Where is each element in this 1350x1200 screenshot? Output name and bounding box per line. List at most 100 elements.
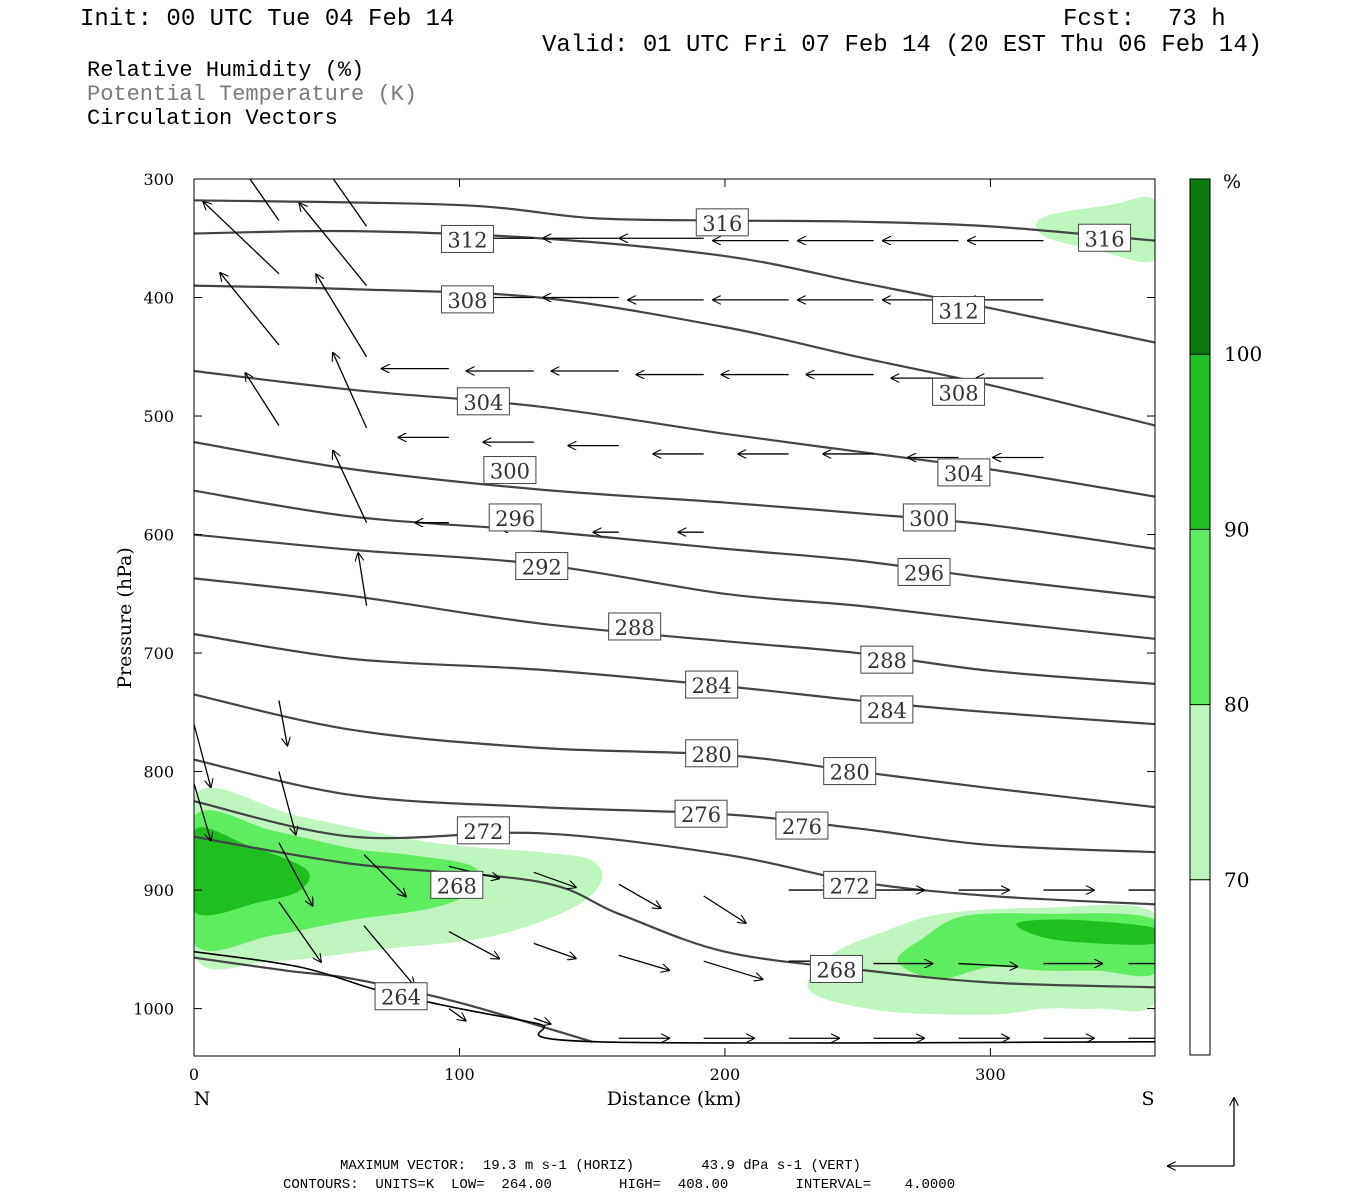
circulation-vector [249, 179, 280, 221]
theta-contour-304 [194, 369, 1155, 498]
circulation-vector [533, 871, 576, 887]
svg-text:272: 272 [830, 874, 870, 898]
contour-label-272: 272 [823, 870, 877, 899]
svg-text:276: 276 [782, 815, 822, 839]
circulation-vector [618, 954, 669, 970]
circulation-vector [358, 553, 368, 606]
circulation-vector [316, 274, 368, 358]
svg-text:300: 300 [909, 507, 949, 531]
x-end-label-south: S [1141, 1088, 1154, 1110]
colorbar-label: 100 [1224, 342, 1262, 366]
forecast-hour: 73 h [1168, 6, 1226, 33]
svg-text:296: 296 [904, 561, 944, 585]
svg-text:280: 280 [830, 761, 870, 785]
y-tick-label: 400 [143, 289, 174, 308]
contour-label-288: 288 [608, 612, 662, 641]
svg-text:312: 312 [447, 228, 487, 252]
contour-label-280: 280 [685, 739, 739, 768]
svg-text:264: 264 [381, 986, 421, 1010]
theta-contour-288 [194, 577, 1155, 685]
reference-vector-icon [1168, 1098, 1234, 1166]
y-tick-label: 800 [143, 763, 174, 782]
contour-label-layer: 316 316 312 312 308 308 304 304 300 300 296 296 292 2… [374, 208, 1132, 1011]
x-tick-label: 0 [189, 1065, 199, 1084]
svg-text:284: 284 [692, 674, 732, 698]
colorbar-unit: % [1223, 171, 1241, 193]
circulation-vector [958, 964, 1018, 967]
colorbar-label: 70 [1224, 868, 1249, 892]
plot-frame [193, 178, 1156, 1057]
contour-label-300: 300 [483, 456, 537, 485]
svg-text:268: 268 [816, 958, 856, 982]
legend-potential-temperature: Potential Temperature (K) [87, 82, 418, 107]
circulation-vector [220, 273, 280, 346]
svg-text:304: 304 [944, 462, 984, 486]
circulation-vector [618, 883, 661, 908]
circulation-vector [278, 700, 287, 745]
contour-label-284: 284 [860, 695, 914, 724]
x-axis-title: Distance (km) [607, 1088, 742, 1110]
svg-text:284: 284 [867, 699, 907, 723]
y-tick-label: 500 [143, 407, 174, 426]
circulation-vector [278, 901, 321, 962]
y-axis-title: Pressure (hPa) [114, 547, 136, 689]
svg-text:276: 276 [681, 803, 721, 827]
x-tick-label: 200 [710, 1065, 741, 1084]
contour-label-264: 264 [374, 982, 428, 1011]
legend-circulation-vectors: Circulation Vectors [87, 106, 338, 131]
y-tick-label: 900 [143, 881, 174, 900]
circulation-vector [332, 179, 368, 227]
theta-contour-312 [194, 229, 1155, 344]
circulation-vector [333, 451, 368, 523]
colorbar-segment [1190, 704, 1210, 880]
theta-contour-292 [194, 533, 1155, 640]
svg-text:292: 292 [522, 556, 562, 580]
svg-text:280: 280 [692, 743, 732, 767]
circulation-vector [245, 373, 280, 426]
svg-text:272: 272 [463, 820, 503, 844]
contour-label-268: 268 [430, 870, 484, 899]
max-vector-note: MAXIMUM VECTOR: 19.3 m s-1 (HORIZ) 43.9 … [340, 1158, 861, 1174]
terrain-boundary [194, 950, 1155, 1044]
circulation-vector [448, 930, 499, 959]
circulation-vector [363, 854, 406, 897]
contour-label-304: 304 [456, 387, 510, 416]
contour-label-316: 316 [1078, 223, 1132, 252]
svg-text:308: 308 [447, 289, 487, 313]
theta-contour-272 [194, 800, 1155, 906]
contour-label-288: 288 [860, 645, 914, 674]
colorbar-label: 90 [1224, 517, 1249, 541]
circulation-vector [703, 960, 763, 979]
theta-contour-284 [194, 633, 1155, 726]
rh-shade-90-2 [194, 827, 310, 916]
contour-label-312: 312 [932, 296, 986, 325]
x-tick-label: 300 [975, 1065, 1006, 1084]
forecast-label: Fcst: [1063, 6, 1136, 33]
x-end-label-north: N [194, 1088, 211, 1110]
circulation-vector [278, 842, 313, 906]
rh-shading-layer [194, 196, 1155, 1015]
rh-shade-80-1 [194, 810, 480, 952]
contour-label-272: 272 [456, 816, 510, 845]
contour-label-296: 296 [488, 503, 542, 532]
circulation-vector [703, 895, 746, 923]
colorbar-segment [1190, 354, 1210, 530]
contour-label-308: 308 [932, 377, 986, 406]
theta-contour-300 [194, 441, 1155, 550]
colorbar: 100 90 80 70 [1189, 178, 1262, 1056]
circulation-vector [363, 925, 414, 986]
axes-layer: 300 400 500 600 700 800 900 1000 0 100 200 300 [133, 170, 1155, 1084]
circulation-vector [278, 771, 296, 835]
contour-label-308: 308 [440, 285, 494, 314]
contour-label-284: 284 [685, 670, 739, 699]
init-time: Init: 00 UTC Tue 04 Feb 14 [80, 6, 455, 33]
circulation-vector [448, 1008, 466, 1021]
svg-text:268: 268 [437, 874, 477, 898]
colorbar-segment [1190, 529, 1210, 705]
y-tick-label: 700 [143, 644, 174, 663]
legend-relative-humidity: Relative Humidity (%) [87, 58, 365, 83]
svg-text:304: 304 [463, 391, 503, 415]
svg-text:300: 300 [490, 460, 530, 484]
circulation-vector [533, 1018, 551, 1024]
